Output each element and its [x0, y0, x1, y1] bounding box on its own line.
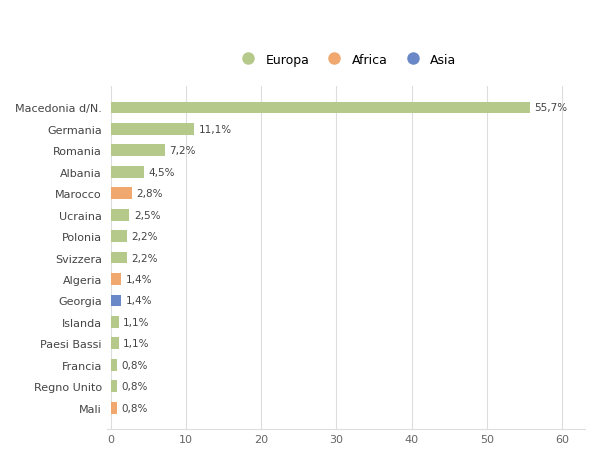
Text: 0,8%: 0,8%: [121, 360, 148, 370]
Bar: [110, 252, 127, 264]
Bar: [110, 274, 121, 285]
Text: 1,1%: 1,1%: [124, 317, 150, 327]
Bar: [110, 145, 165, 157]
Text: 1,1%: 1,1%: [124, 339, 150, 348]
Text: 1,4%: 1,4%: [125, 296, 152, 306]
Text: 2,2%: 2,2%: [131, 232, 158, 241]
Bar: [110, 316, 119, 328]
Text: 1,4%: 1,4%: [125, 274, 152, 285]
Bar: [110, 102, 530, 114]
Bar: [110, 209, 130, 221]
Text: 2,2%: 2,2%: [131, 253, 158, 263]
Bar: [110, 167, 145, 178]
Legend: Europa, Africa, Asia: Europa, Africa, Asia: [230, 49, 461, 72]
Text: 2,5%: 2,5%: [134, 210, 160, 220]
Bar: [110, 188, 131, 200]
Text: 2,8%: 2,8%: [136, 189, 163, 199]
Bar: [110, 402, 116, 414]
Text: 4,5%: 4,5%: [149, 168, 175, 178]
Text: 0,8%: 0,8%: [121, 381, 148, 392]
Text: 55,7%: 55,7%: [535, 103, 568, 113]
Bar: [110, 359, 116, 371]
Text: 0,8%: 0,8%: [121, 403, 148, 413]
Bar: [110, 338, 119, 349]
Bar: [110, 295, 121, 307]
Bar: [110, 381, 116, 392]
Bar: [110, 124, 194, 135]
Text: 7,2%: 7,2%: [169, 146, 196, 156]
Text: 11,1%: 11,1%: [199, 125, 232, 134]
Bar: [110, 231, 127, 242]
